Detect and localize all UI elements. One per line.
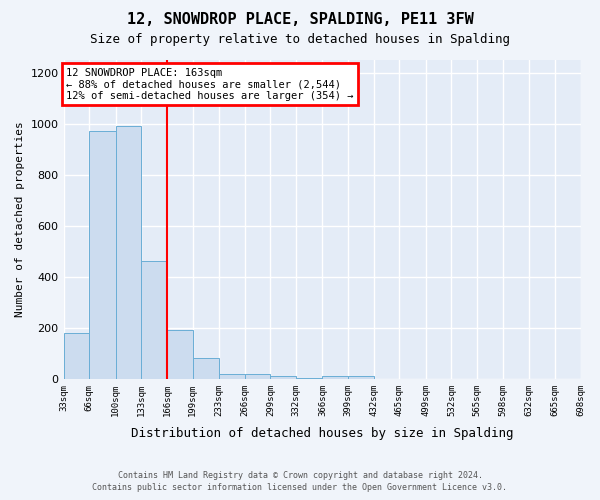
Bar — [116, 126, 141, 379]
Bar — [348, 376, 374, 379]
Bar — [271, 376, 296, 379]
Bar — [141, 262, 167, 379]
Text: 12 SNOWDROP PLACE: 163sqm
← 88% of detached houses are smaller (2,544)
12% of se: 12 SNOWDROP PLACE: 163sqm ← 88% of detac… — [66, 68, 353, 101]
X-axis label: Distribution of detached houses by size in Spalding: Distribution of detached houses by size … — [131, 427, 513, 440]
Bar — [193, 358, 219, 379]
Y-axis label: Number of detached properties: Number of detached properties — [15, 122, 25, 318]
Text: Contains HM Land Registry data © Crown copyright and database right 2024.
Contai: Contains HM Land Registry data © Crown c… — [92, 471, 508, 492]
Text: Size of property relative to detached houses in Spalding: Size of property relative to detached ho… — [90, 32, 510, 46]
Bar — [64, 333, 89, 379]
Bar — [322, 376, 348, 379]
Bar — [219, 374, 245, 379]
Bar — [296, 378, 322, 379]
Bar — [245, 374, 271, 379]
Bar — [89, 132, 116, 379]
Bar — [167, 330, 193, 379]
Text: 12, SNOWDROP PLACE, SPALDING, PE11 3FW: 12, SNOWDROP PLACE, SPALDING, PE11 3FW — [127, 12, 473, 28]
